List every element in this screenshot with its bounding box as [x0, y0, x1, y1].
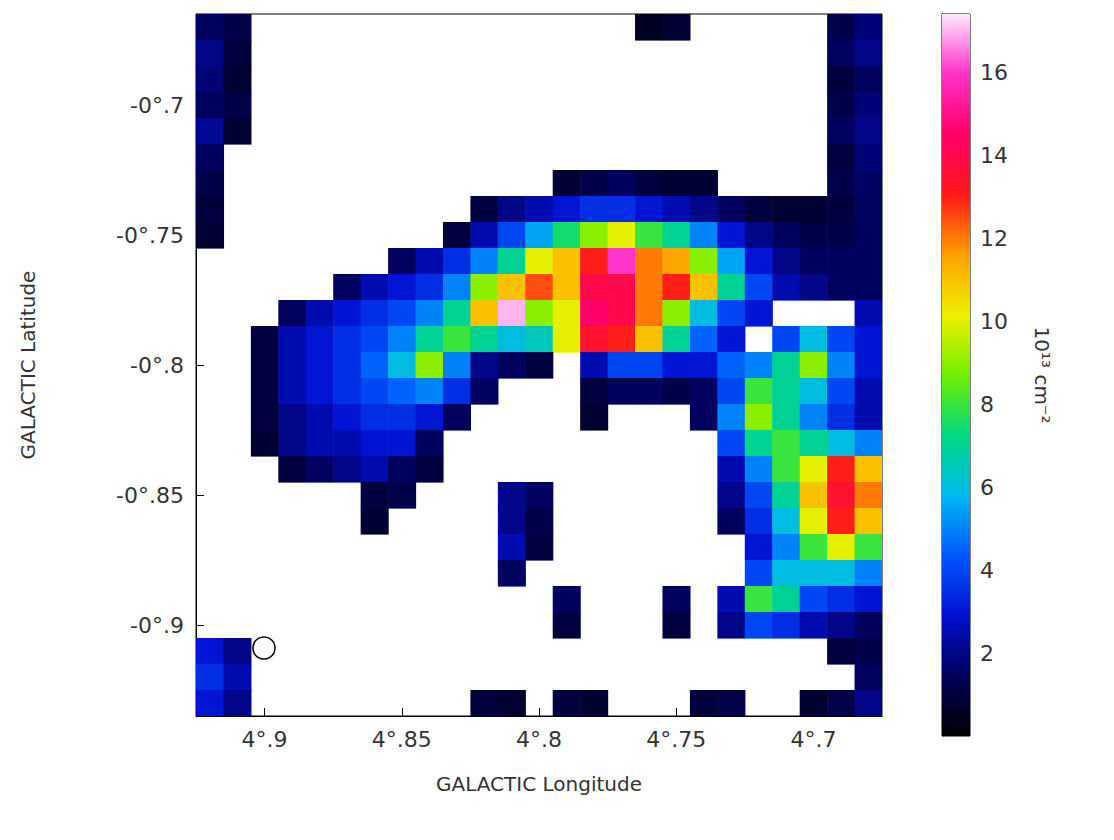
svg-text:10: 10 — [980, 309, 1008, 334]
svg-text:-0°.9: -0°.9 — [130, 613, 184, 638]
svg-text:4°.9: 4°.9 — [242, 727, 288, 752]
svg-text:16: 16 — [980, 60, 1008, 85]
svg-text:2: 2 — [980, 641, 994, 666]
svg-text:-0°.85: -0°.85 — [116, 483, 184, 508]
svg-text:8: 8 — [980, 392, 994, 417]
svg-text:14: 14 — [980, 143, 1008, 168]
svg-text:4°.8: 4°.8 — [516, 727, 562, 752]
svg-text:-0°.8: -0°.8 — [130, 353, 184, 378]
svg-text:6: 6 — [980, 475, 994, 500]
svg-text:4: 4 — [980, 558, 994, 583]
svg-text:10¹³ cm⁻²: 10¹³ cm⁻² — [1030, 327, 1054, 424]
svg-text:-0°.75: -0°.75 — [116, 223, 184, 248]
svg-text:4°.7: 4°.7 — [790, 727, 836, 752]
svg-text:GALACTIC Longitude: GALACTIC Longitude — [436, 772, 642, 796]
svg-text:GALACTIC Latitude: GALACTIC Latitude — [16, 271, 40, 460]
svg-text:-0°.7: -0°.7 — [130, 93, 184, 118]
svg-text:4°.85: 4°.85 — [372, 727, 432, 752]
svg-text:4°.75: 4°.75 — [646, 727, 706, 752]
svg-text:12: 12 — [980, 226, 1008, 251]
